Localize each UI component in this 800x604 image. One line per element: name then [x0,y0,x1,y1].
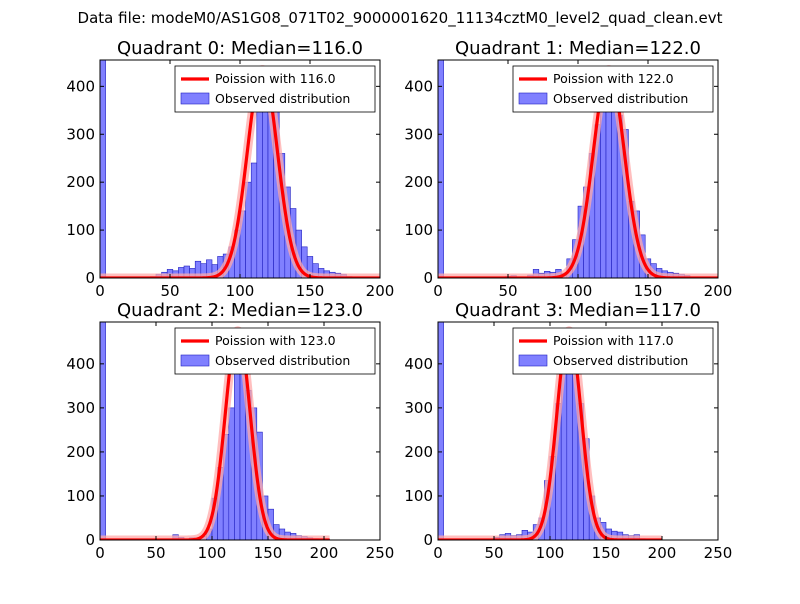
histogram-bar [245,181,252,278]
y-tick-label: 300 [66,399,95,417]
x-tick-label: 250 [704,544,733,562]
histogram-bar [256,100,263,278]
x-tick-label: 200 [648,544,677,562]
x-tick-label: 50 [498,282,517,300]
legend-box [512,65,714,113]
histogram-bar [438,322,444,540]
legend-box [174,327,376,375]
x-tick-label: 200 [366,282,395,300]
x-tick-label: 50 [484,544,503,562]
quadrant-3-chart: 0 50 100 150 200 250 0 100 200 300 400 Quadrant 3: … [404,300,732,562]
y-tick-label: 200 [404,443,433,461]
y-tick-label: 100 [404,221,433,239]
x-tick-label: 200 [310,544,339,562]
histogram-bar [234,354,241,540]
y-tick-label: 0 [85,531,95,549]
legend-bar-swatch [180,354,210,367]
x-tick-label: 50 [146,544,165,562]
y-tick-label: 400 [66,77,95,95]
histogram-bar [600,100,607,278]
y-tick-label: 200 [404,173,433,191]
poisson-curve [100,67,380,278]
legend-line-label: Poission with 123.0 [215,333,336,348]
axes-frame [437,321,719,541]
figure-suptitle: Data file: modeM0/AS1G08_071T02_90000016… [77,9,723,27]
x-tick-label: 0 [95,544,105,562]
x-tick-label: 0 [433,544,443,562]
y-tick-label: 100 [66,221,95,239]
y-tick-label: 200 [66,443,95,461]
legend-bar-swatch [518,92,548,105]
legend-bar-label: Observed distribution [553,91,688,106]
legend-line-label: Poission with 117.0 [553,333,674,348]
histogram-bar [100,60,106,278]
x-tick-label: 150 [634,282,663,300]
histogram-bar [250,162,258,278]
y-tick-label: 100 [404,487,433,505]
y-tick-label: 300 [404,399,433,417]
histogram-bar [100,322,106,540]
legend-bar-swatch [518,354,548,367]
quadrant-1-chart: 0 50 100 150 200 0 100 200 300 400 Quadrant 1: Med… [404,38,732,300]
chart-title: Quadrant 0: Median=116.0 [117,38,363,59]
y-tick-label: 300 [404,125,433,143]
x-tick-label: 0 [95,282,105,300]
x-tick-label: 100 [226,282,255,300]
x-tick-label: 100 [198,544,227,562]
legend-line-label: Poission with 116.0 [215,71,336,86]
legend-bar-label: Observed distribution [215,353,350,368]
x-tick-label: 150 [296,282,325,300]
x-tick-label: 0 [433,282,443,300]
x-tick-label: 50 [160,282,179,300]
x-tick-label: 100 [564,282,593,300]
chart-title: Quadrant 1: Median=122.0 [455,38,701,59]
quadrant-3-data [438,322,666,540]
quadrant-2-chart: 0 50 100 150 200 250 0 100 200 300 400 Quadrant 2: … [66,300,394,562]
chart-title: Quadrant 2: Median=123.0 [117,300,363,321]
y-tick-label: 200 [66,173,95,191]
legend-box [174,65,376,113]
histogram-bar [438,60,444,278]
quadrant-0-data [100,60,380,278]
y-tick-label: 400 [404,355,433,373]
y-tick-label: 0 [423,531,433,549]
legend-bar-label: Observed distribution [553,353,688,368]
y-tick-label: 300 [66,125,95,143]
y-tick-label: 0 [85,269,95,287]
legend-bar-label: Observed distribution [215,91,350,106]
chart-title: Quadrant 3: Median=117.0 [455,300,701,321]
y-tick-label: 0 [423,269,433,287]
x-tick-label: 150 [254,544,283,562]
x-tick-label: 250 [366,544,395,562]
y-tick-label: 400 [66,355,95,373]
x-tick-label: 150 [592,544,621,562]
legend-line-label: Poission with 122.0 [553,71,674,86]
y-tick-label: 400 [404,77,433,95]
quadrant-0-chart: 0 50 100 150 200 0 100 200 300 400 Quadrant 0: Med… [66,38,394,300]
x-tick-label: 200 [704,282,733,300]
legend-bar-swatch [180,92,210,105]
axes-frame [99,321,381,541]
x-tick-label: 100 [536,544,565,562]
y-tick-label: 100 [66,487,95,505]
legend-box [512,327,714,375]
histogram-bar [228,407,235,540]
